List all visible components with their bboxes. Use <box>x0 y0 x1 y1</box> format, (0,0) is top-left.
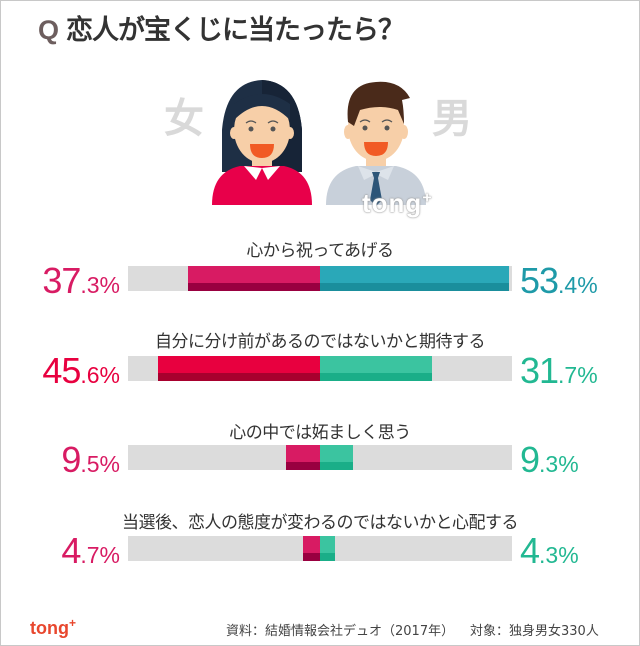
female-pct-1: 37.3% <box>42 260 120 301</box>
male-pct-3: 9.3% <box>520 439 579 480</box>
female-bar-4 <box>303 536 320 561</box>
bar-track-4 <box>128 536 512 561</box>
female-bar-2 <box>158 356 320 381</box>
bar-track-3 <box>128 445 512 470</box>
woman-avatar-icon <box>212 80 312 205</box>
page-title: Q 恋人が宝くじに当たったら？ <box>38 8 405 47</box>
male-bar-3 <box>320 445 353 470</box>
male-bar-4 <box>320 536 335 561</box>
female-pct-3: 9.5% <box>61 439 120 480</box>
target-text: 対象：独身男女330人 <box>470 624 599 639</box>
female-pct-2: 45.6% <box>42 350 120 391</box>
male-label: 男 <box>432 96 472 142</box>
watermark-logo: tong+ <box>362 188 433 218</box>
question-4: 当選後、恋人の態度が変わるのではないかと心配する <box>122 513 519 533</box>
male-pct-1: 53.4% <box>520 260 598 301</box>
male-pct-2: 31.7% <box>520 350 598 391</box>
question-3: 心の中では妬ましく思う <box>229 423 411 443</box>
man-avatar-icon <box>326 81 426 206</box>
female-pct-4: 4.7% <box>61 530 120 571</box>
bar-track-1 <box>128 266 512 291</box>
title-text: 恋人が宝くじに当たったら？ <box>66 15 405 46</box>
question-2: 自分に分け前があるのではないかと期待する <box>155 332 486 352</box>
male-pct-4: 4.3% <box>520 530 579 571</box>
female-label: 女 <box>164 96 204 142</box>
source-text: 資料：結婚情報会社デュオ（2017年） <box>226 624 455 639</box>
female-bar-3 <box>286 445 320 470</box>
q-mark: Q <box>38 15 59 45</box>
question-1: 心から祝ってあげる <box>246 241 394 261</box>
footer-logo: tong+ <box>30 616 76 638</box>
bar-track-2 <box>128 356 512 381</box>
male-bar-1 <box>320 266 509 291</box>
female-bar-1 <box>188 266 320 291</box>
male-bar-2 <box>320 356 432 381</box>
